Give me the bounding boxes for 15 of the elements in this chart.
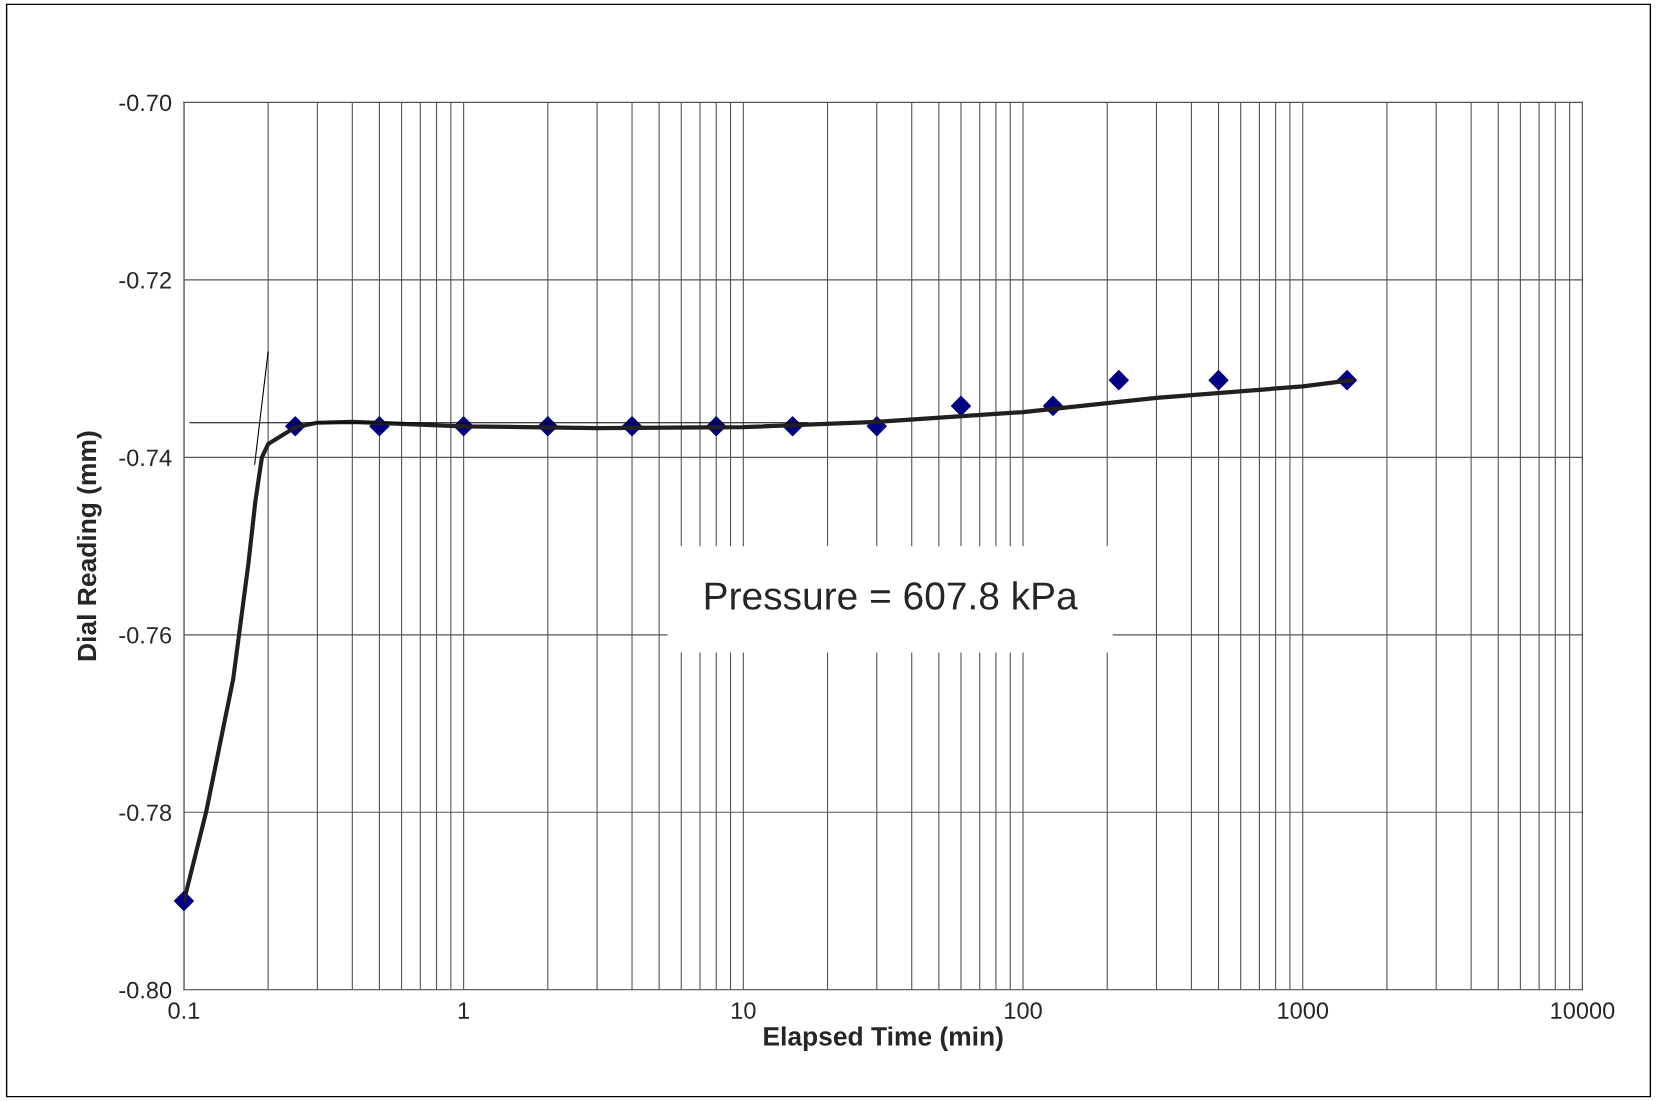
x-tick-label: 0.1 xyxy=(168,1002,200,1019)
y-axis-title: Dial Reading (mm) xyxy=(76,431,102,661)
y-tick-label: -0.74 xyxy=(119,449,172,467)
annotation: Pressure = 607.8 kPa xyxy=(705,581,1078,610)
y-tick-label: -0.72 xyxy=(119,271,171,289)
x-tick-label: 10 xyxy=(732,1002,756,1019)
x-tick-label: 10000 xyxy=(1551,1002,1615,1019)
x-tick-label: 100 xyxy=(1005,1002,1042,1019)
y-tick-label: -0.76 xyxy=(119,626,172,644)
y-tick-label: -0.78 xyxy=(119,804,172,822)
y-tick-label: -0.80 xyxy=(119,981,172,999)
x-tick-label: 1000 xyxy=(1278,1002,1329,1019)
y-tick-label: -0.70 xyxy=(119,94,172,112)
x-axis-title: Elapsed Time (min) xyxy=(764,1026,1003,1051)
x-tick-label: 1 xyxy=(458,1002,470,1019)
